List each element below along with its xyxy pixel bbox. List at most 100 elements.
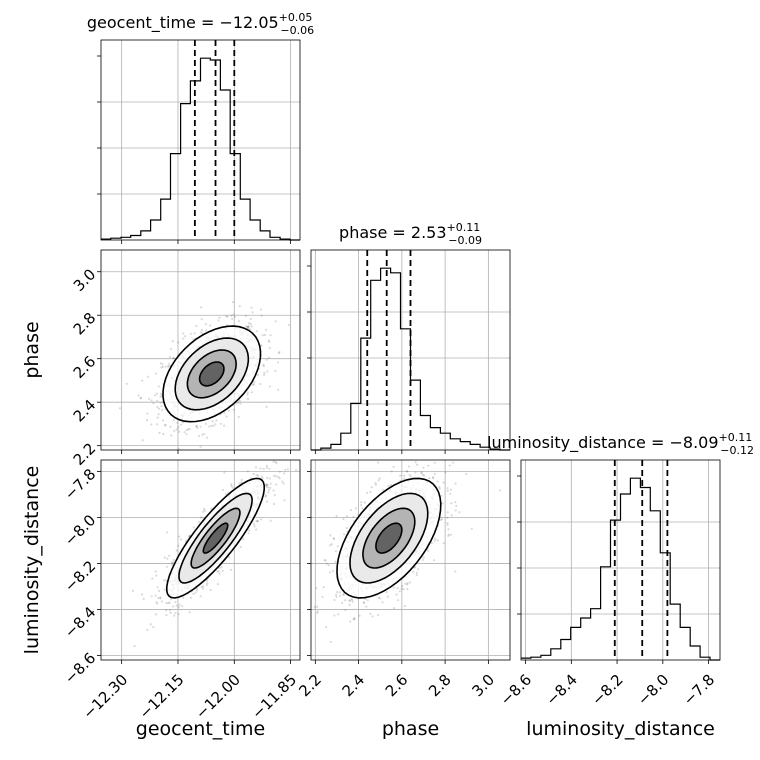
sample-point: [166, 531, 169, 534]
sample-point: [247, 532, 250, 535]
sample-point: [228, 556, 231, 559]
sample-point: [327, 564, 330, 567]
sample-point: [250, 306, 253, 309]
sample-point: [333, 537, 336, 541]
sample-point: [433, 461, 436, 464]
sample-point: [408, 465, 411, 468]
sample-point: [283, 472, 286, 475]
sample-point: [139, 397, 142, 400]
sample-point: [263, 333, 266, 337]
sample-point: [206, 582, 209, 585]
sample-point: [287, 323, 290, 326]
sample-point: [223, 424, 226, 427]
sample-point: [284, 468, 287, 471]
sample-point: [197, 466, 199, 468]
sample-point: [169, 425, 172, 428]
sample-point: [428, 477, 431, 480]
sample-point: [168, 609, 172, 612]
sample-point: [335, 595, 338, 599]
sample-point: [141, 379, 144, 382]
sample-point: [406, 588, 409, 591]
sample-point: [189, 596, 192, 599]
sample-point: [149, 623, 152, 626]
sample-point: [195, 425, 198, 428]
sample-point: [348, 599, 351, 602]
scatter-panel-geocent_time-phase: [97, 249, 301, 468]
sample-point: [165, 602, 168, 605]
x-axis-label-phase: phase: [382, 718, 439, 740]
sample-point: [248, 322, 251, 325]
sample-point: [182, 332, 185, 335]
sample-point: [268, 477, 271, 480]
sample-point: [155, 601, 158, 604]
sample-point: [422, 556, 425, 559]
sample-point: [450, 514, 453, 517]
sample-point: [242, 538, 245, 541]
sample-point: [264, 484, 267, 487]
sample-point: [334, 560, 337, 563]
sample-point: [415, 574, 418, 577]
sample-point: [203, 432, 206, 436]
sample-point: [251, 383, 254, 386]
sample-point: [366, 599, 369, 602]
sample-point: [237, 320, 241, 323]
sample-point: [447, 534, 450, 538]
x-tick-label-phase: 2.8: [425, 671, 455, 701]
sample-point: [266, 476, 269, 480]
sample-point: [169, 598, 173, 601]
sample-point: [350, 597, 353, 601]
sample-point: [219, 422, 222, 425]
sample-point: [432, 477, 435, 480]
sample-point: [156, 406, 159, 409]
sample-point: [158, 407, 161, 410]
sample-point: [434, 537, 437, 540]
sample-point: [169, 611, 172, 615]
sample-point: [178, 603, 181, 606]
sample-point: [449, 488, 452, 491]
sample-point: [446, 516, 449, 519]
sample-point: [167, 601, 170, 605]
sample-point: [265, 483, 268, 486]
sample-point: [184, 335, 187, 338]
panel-title-geocent_time: geocent_time = −12.05+0.05 −0.06: [87, 11, 314, 37]
sample-point: [275, 483, 278, 486]
sample-point: [255, 473, 258, 477]
sample-point: [240, 478, 243, 482]
sample-point: [335, 593, 338, 596]
sample-point: [230, 483, 233, 486]
sample-point: [172, 418, 175, 422]
sample-point: [216, 570, 219, 573]
sample-point: [421, 558, 424, 562]
sample-point: [417, 568, 420, 571]
sample-point: [328, 571, 332, 574]
sample-point: [174, 601, 177, 604]
sample-point: [152, 626, 155, 629]
sample-point: [247, 325, 250, 328]
sample-point: [232, 408, 235, 411]
sample-point: [255, 528, 258, 531]
sample-point: [168, 601, 171, 605]
sample-point: [161, 408, 164, 411]
sample-point: [200, 329, 203, 332]
sample-point: [160, 600, 164, 603]
sample-point: [363, 601, 366, 605]
sample-point: [164, 424, 167, 427]
sample-point: [146, 412, 149, 415]
sample-point: [446, 523, 449, 527]
sample-point: [392, 465, 395, 468]
sample-point: [265, 466, 269, 469]
title-err-minus: −0.06: [280, 24, 314, 37]
axes-frame: [100, 249, 301, 451]
sample-point: [268, 385, 271, 388]
sample-point: [392, 586, 395, 589]
sample-point: [278, 477, 281, 480]
sample-point: [465, 472, 468, 476]
sample-point: [218, 572, 221, 575]
sample-point: [240, 481, 243, 484]
sample-point: [225, 315, 228, 318]
sample-point: [165, 565, 168, 568]
sample-point: [390, 470, 393, 473]
sample-point: [208, 425, 211, 428]
sample-point: [172, 559, 175, 562]
sample-point: [154, 594, 157, 597]
